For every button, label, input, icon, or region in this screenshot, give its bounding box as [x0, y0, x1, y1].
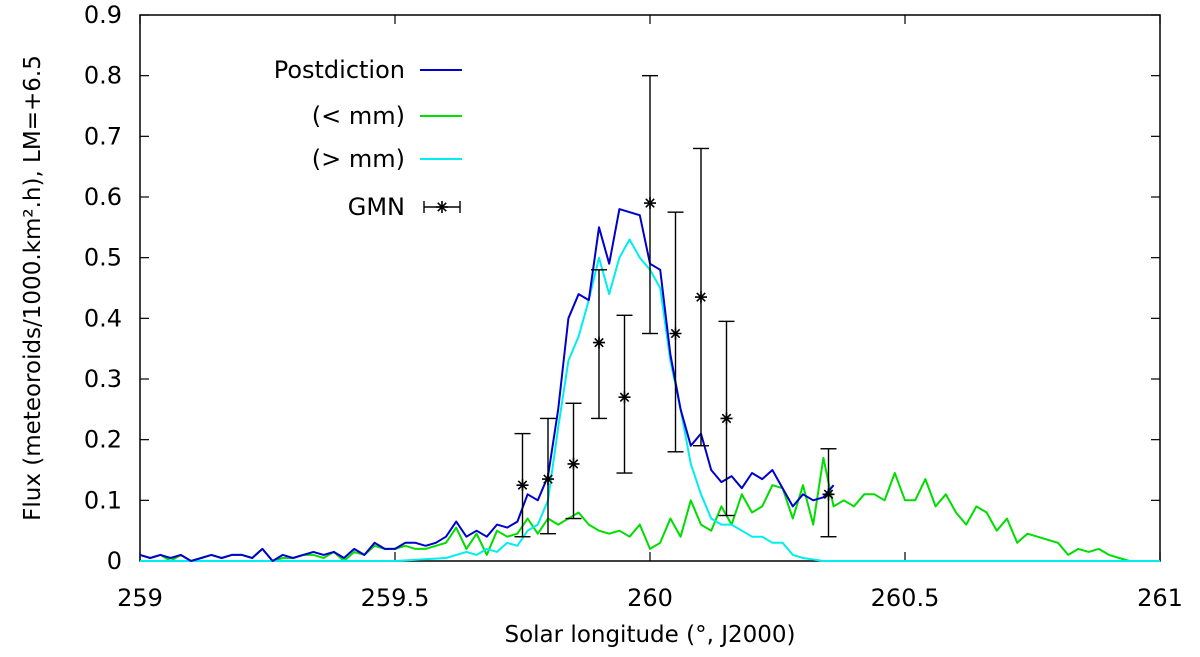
gmn-layer [514, 74, 837, 538]
gmn-marker [542, 473, 554, 486]
y-tick-label: 0.4 [84, 304, 122, 332]
y-tick-label: 0.7 [84, 122, 122, 150]
gmn-star [695, 291, 707, 304]
axis-ticks: 259 259.5 260 260.5 261 0 0.1 0.2 0.3 0.4 0.5 0.6 0.… [84, 1, 1183, 612]
gmn-point [591, 269, 607, 420]
gmn-point [616, 314, 633, 474]
x-tick-label: 260.5 [871, 584, 940, 612]
gmn-marker [516, 479, 529, 492]
gmn-marker [720, 412, 733, 425]
gmn-star [720, 412, 733, 425]
gmn-marker [436, 201, 448, 213]
y-tick-label: 0.5 [84, 244, 122, 272]
y-axis-title: Flux (meteoroids/1000.km².h), LM=+6.5 [20, 55, 46, 521]
legend-postdiction: Postdiction [274, 56, 462, 84]
legend-label: (< mm) [312, 102, 405, 130]
legend-large: (> mm) [312, 145, 462, 173]
gmn-star [567, 457, 580, 470]
gmn-marker [618, 391, 631, 404]
y-tick-label: 0.3 [84, 365, 122, 393]
gmn-marker [695, 291, 707, 304]
gmn-star [822, 488, 835, 501]
legend-small: (< mm) [312, 102, 462, 130]
small-meteoroids-line [139, 456, 1160, 562]
y-tick-label: 0.1 [84, 486, 122, 514]
gmn-star [669, 327, 682, 340]
gmn-marker [567, 457, 580, 470]
legend: Postdiction (< mm) (> mm) GMN [274, 56, 462, 221]
postdiction-line [139, 208, 835, 562]
y-tick-label: 0 [107, 547, 122, 575]
legend-gmn: GMN [348, 193, 461, 221]
x-tick-label: 260 [627, 584, 673, 612]
y-tick-label: 0.6 [84, 183, 122, 211]
y-tick-label: 0.8 [84, 62, 122, 90]
gmn-point [565, 402, 582, 520]
gmn-marker [669, 327, 682, 340]
gmn-marker [644, 197, 656, 210]
series-layer [139, 208, 1160, 562]
gmn-marker [593, 336, 605, 349]
gmn-point [820, 448, 837, 538]
gmn-star [618, 391, 631, 404]
y-tick-label: 0.2 [84, 426, 122, 454]
gmn-star [593, 336, 605, 349]
legend-label: (> mm) [312, 145, 405, 173]
x-tick-label: 261 [1137, 584, 1183, 612]
x-tick-label: 259.5 [361, 584, 430, 612]
gmn-marker [822, 488, 835, 501]
gmn-point [642, 74, 658, 335]
legend-gmn-star [436, 201, 448, 213]
gmn-star [542, 473, 554, 486]
gmn-star [644, 197, 656, 210]
gmn-point [540, 417, 556, 535]
gmn-star [516, 479, 529, 492]
gmn-point [693, 147, 709, 447]
gmn-point [514, 432, 531, 538]
gmn-point [718, 320, 735, 517]
legend-label: GMN [348, 193, 405, 221]
x-tick-label: 259 [117, 584, 163, 612]
large-meteoroids-line [140, 238, 1160, 562]
x-axis-title: Solar longitude (°, J2000) [505, 622, 796, 648]
gmn-point [667, 211, 684, 453]
legend-label: Postdiction [274, 56, 405, 84]
y-tick-label: 0.9 [84, 1, 122, 29]
